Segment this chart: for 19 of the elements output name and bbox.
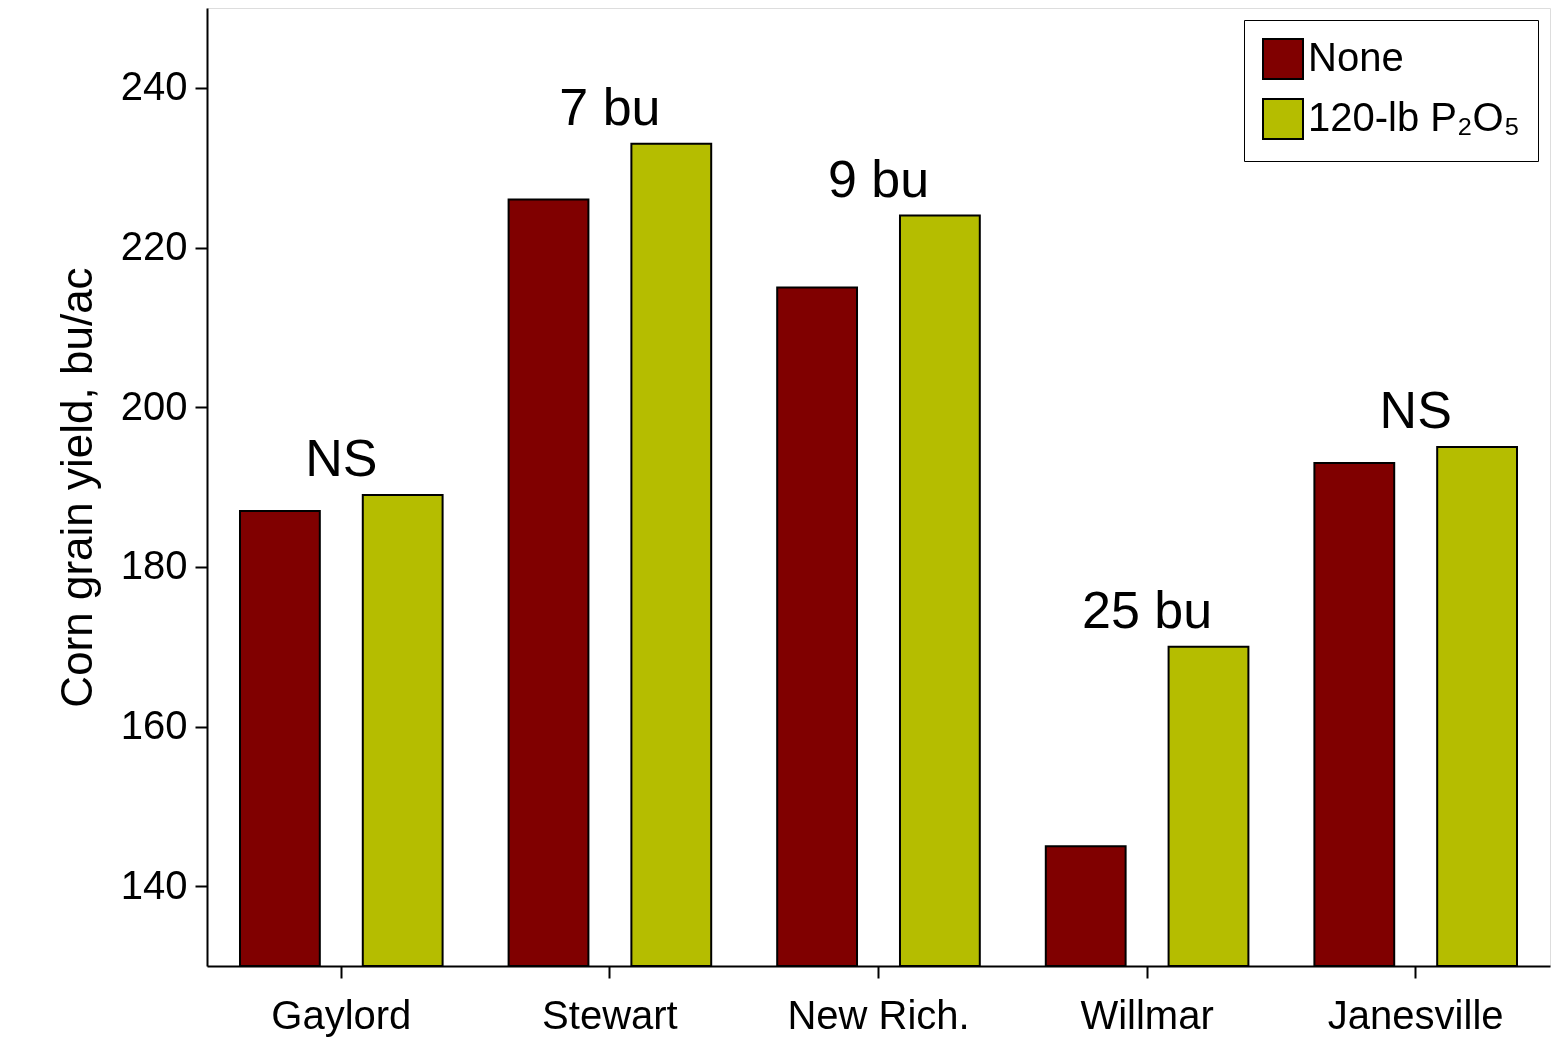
legend-label: 120-lb P₂O₅ <box>1308 95 1520 139</box>
y-axis-title: Corn grain yield, bu/ac <box>51 267 101 708</box>
annotation: NS <box>1379 381 1452 440</box>
annotation: 25 bu <box>1082 580 1213 639</box>
x-tick-label: New Rich. <box>787 992 970 1037</box>
x-tick-label: Gaylord <box>271 992 412 1037</box>
y-tick-label: 220 <box>120 224 188 268</box>
y-tick-label: 240 <box>120 64 188 109</box>
x-tick-label: Janesville <box>1327 992 1504 1037</box>
annotation: NS <box>305 428 378 487</box>
x-tick-label: Willmar <box>1080 992 1214 1037</box>
y-tick-label: 200 <box>120 383 188 428</box>
annotation: 9 bu <box>827 149 930 208</box>
x-tick-label: Stewart <box>542 992 678 1037</box>
annotation: 7 bu <box>559 77 661 136</box>
y-tick-label: 180 <box>120 543 188 588</box>
y-tick-label: 160 <box>120 703 188 747</box>
legend-label: None <box>1308 35 1404 79</box>
y-tick-label: 140 <box>120 862 188 907</box>
